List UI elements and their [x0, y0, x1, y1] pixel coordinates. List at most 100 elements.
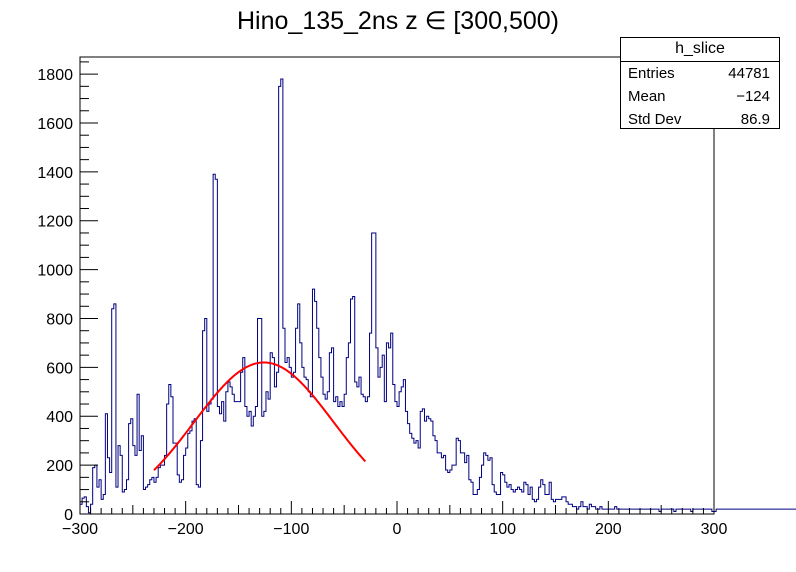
- y-tick-label: 1600: [37, 116, 73, 133]
- histogram-bin: [452, 465, 454, 514]
- histogram-bin: [488, 460, 490, 514]
- x-tick-label: −300: [62, 521, 98, 538]
- histogram-bin: [636, 509, 638, 514]
- histogram-bin: [473, 494, 475, 514]
- histogram-bin: [678, 509, 680, 514]
- histogram-bin: [547, 494, 549, 514]
- histogram-bin: [790, 509, 792, 514]
- histogram-bin: [97, 487, 99, 514]
- histogram-bin: [300, 343, 302, 514]
- histogram-bin: [439, 453, 441, 514]
- histogram-bin: [486, 455, 488, 514]
- histogram-bin: [287, 358, 289, 514]
- histogram-bin: [725, 509, 727, 514]
- histogram-bin: [746, 509, 748, 514]
- histogram-bin: [412, 438, 414, 514]
- histogram-bin: [727, 509, 729, 514]
- histogram-bin: [338, 406, 340, 514]
- histogram-bin: [441, 458, 443, 514]
- stats-key: Mean: [628, 88, 666, 105]
- histogram-bin: [422, 409, 424, 514]
- histogram-bin: [336, 397, 338, 514]
- histogram-bin: [179, 482, 181, 514]
- histogram-bin: [558, 499, 560, 514]
- histogram-bin: [733, 509, 735, 514]
- y-tick-label: 400: [46, 409, 73, 426]
- stats-value: 86.9: [740, 111, 770, 128]
- y-tick-label: 1200: [37, 214, 73, 231]
- histogram-bin: [198, 487, 200, 514]
- histogram-bin: [623, 509, 625, 514]
- histogram-bin: [792, 509, 794, 514]
- histogram-bin: [773, 509, 775, 514]
- histogram-bin: [277, 372, 279, 514]
- histogram-bin: [209, 404, 211, 514]
- histogram-bin: [302, 367, 304, 514]
- stats-row-stddev: Std Dev 86.9: [621, 108, 779, 131]
- histogram-bin: [389, 348, 391, 514]
- histogram-bin: [427, 416, 429, 514]
- histogram-bin: [310, 397, 312, 514]
- histogram-bin: [572, 507, 574, 514]
- histogram-bin: [378, 377, 380, 514]
- histogram-bin: [731, 509, 733, 514]
- chart-title: Hino_135_2ns z ∈ [300,500): [237, 7, 559, 35]
- histogram-bin: [475, 494, 477, 514]
- histogram-bin: [433, 436, 435, 514]
- histogram-bin: [139, 450, 141, 514]
- histogram-bin: [211, 399, 213, 514]
- histogram-bin: [780, 509, 782, 514]
- histogram-bin: [782, 509, 784, 514]
- histogram-bin: [520, 490, 522, 514]
- histogram-bin: [321, 377, 323, 514]
- histogram-bin: [418, 448, 420, 514]
- histogram-bin: [752, 509, 754, 514]
- x-tick-label: −100: [273, 521, 309, 538]
- histogram-bin: [729, 509, 731, 514]
- histogram-bin: [429, 419, 431, 514]
- histogram-bin: [684, 509, 686, 514]
- histogram-bin: [124, 490, 126, 514]
- histogram-bin: [401, 387, 403, 514]
- x-tick-label: 0: [393, 521, 402, 538]
- x-tick-label: 300: [701, 521, 728, 538]
- histogram-bin: [232, 394, 234, 514]
- histogram-bin: [395, 402, 397, 514]
- histogram-bin: [405, 411, 407, 514]
- histogram-bin: [687, 509, 689, 514]
- histogram-bin: [361, 394, 363, 514]
- histogram-bin: [340, 402, 342, 514]
- histogram-bin: [708, 509, 710, 514]
- histogram-outline: [79, 78, 796, 514]
- histogram-bin: [219, 414, 221, 514]
- histogram-bin: [695, 509, 697, 514]
- histogram-bin: [262, 416, 264, 514]
- histogram-bin: [160, 465, 162, 514]
- y-tick-label: 600: [46, 360, 73, 377]
- histogram-bin: [416, 441, 418, 514]
- histogram-bin: [583, 507, 585, 514]
- histogram-bin: [668, 509, 670, 514]
- histogram-bin: [344, 394, 346, 514]
- histogram-bin: [247, 416, 249, 514]
- histogram-bin: [560, 499, 562, 514]
- histogram-bin: [465, 463, 467, 514]
- histogram-bin: [788, 509, 790, 514]
- histogram-bin: [156, 477, 158, 514]
- histogram-bin: [655, 509, 657, 514]
- y-tick-label: 1800: [37, 67, 73, 84]
- histogram-bin: [234, 402, 236, 514]
- histogram-bin: [230, 387, 232, 514]
- histogram-bin: [642, 509, 644, 514]
- histogram-bin: [228, 382, 230, 514]
- stats-row-mean: Mean −124: [621, 85, 779, 108]
- stats-key: Std Dev: [628, 111, 682, 128]
- histogram-bin: [454, 465, 456, 514]
- histogram-bin: [460, 453, 462, 514]
- histogram-bin: [348, 343, 350, 514]
- histogram-bin: [446, 470, 448, 514]
- y-tick-label: 800: [46, 311, 73, 328]
- histogram-bin: [720, 509, 722, 514]
- histogram-bin: [342, 406, 344, 514]
- histogram-bin: [408, 424, 410, 514]
